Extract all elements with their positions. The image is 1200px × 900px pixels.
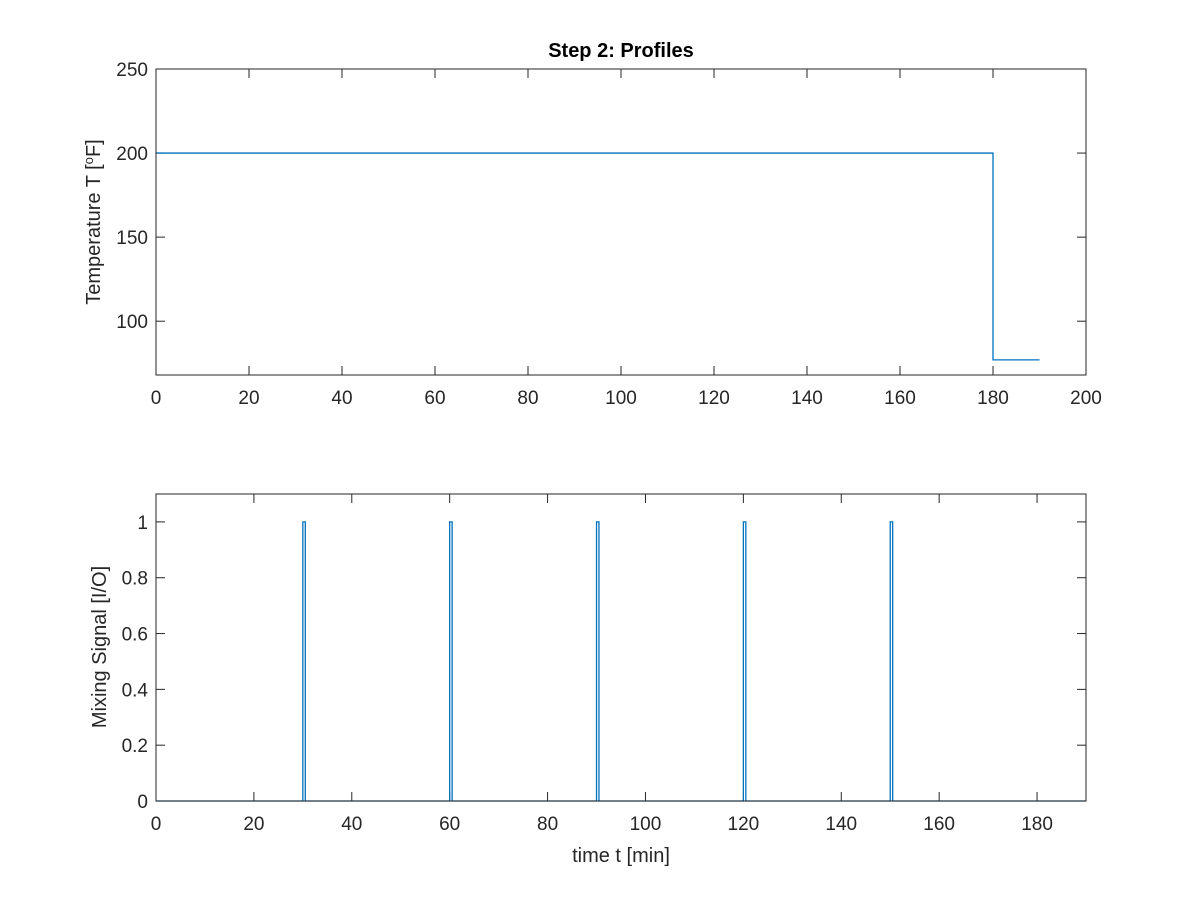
temperature-y-axis-label: Temperature T [oF] [81,139,106,304]
mixing-y-tick-label: 0.4 [122,680,149,701]
temperature-x-tick-label: 0 [151,388,162,409]
temperature-ticks: 0 20 40 60 80 100 120 140 160 180 200 100 150 200 250 [116,60,1102,409]
mixing-x-tick-label: 100 [630,814,662,835]
mixing-x-axis-label: time t [min] [572,845,670,867]
mixing-x-tick-label: 20 [243,814,264,835]
temperature-y-tick-label: 150 [116,228,148,249]
temperature-subplot: Step 2: Profiles 0 20 40 60 80 100 120 140 160 18… [81,40,1102,409]
mixing-y-tick-label: 0.6 [122,625,148,646]
mixing-ticks: 0 20 40 60 80 100 120 140 160 180 0 0.2 0.4 0.6 0.8 1 [122,494,1086,835]
temperature-x-tick-label: 120 [698,388,730,409]
temperature-x-tick-label: 160 [884,388,916,409]
mixing-axes-frame [155,493,1087,802]
mixing-series-line [156,521,1086,802]
temperature-y-tick-label: 100 [116,312,148,333]
chart-title: Step 2: Profiles [548,40,694,62]
temperature-axes-frame [155,68,1087,376]
mixing-x-tick-label: 40 [341,814,362,835]
temperature-x-tick-label: 180 [977,388,1009,409]
temperature-y-tick-label: 250 [116,60,148,81]
mixing-x-tick-label: 0 [151,814,162,835]
temperature-x-tick-label: 100 [605,388,637,409]
temperature-x-tick-label: 40 [331,388,352,409]
mixing-y-tick-label: 0.8 [122,569,148,590]
mixing-x-tick-label: 140 [825,814,857,835]
mixing-x-tick-label: 80 [537,814,558,835]
temperature-x-tick-label: 200 [1070,388,1102,409]
temperature-x-tick-label: 20 [238,388,259,409]
mixing-y-tick-label: 0.2 [122,736,148,757]
mixing-x-tick-label: 120 [728,814,760,835]
mixing-x-tick-label: 180 [1021,814,1053,835]
temperature-x-tick-label: 60 [424,388,445,409]
temperature-x-tick-label: 140 [791,388,823,409]
mixing-y-tick-label: 1 [137,513,148,534]
temperature-x-tick-label: 80 [517,388,538,409]
mixing-y-axis-label: Mixing Signal [I/O] [89,566,111,728]
mixing-y-tick-label: 0 [137,792,148,813]
mixing-x-tick-label: 160 [923,814,955,835]
temperature-series-line [156,152,1040,361]
mixing-x-tick-label: 60 [439,814,460,835]
mixing-subplot: 0 20 40 60 80 100 120 140 160 180 0 0.2 0.4 0.6 0.8 1 M… [89,493,1087,867]
temperature-y-tick-label: 200 [116,144,148,165]
